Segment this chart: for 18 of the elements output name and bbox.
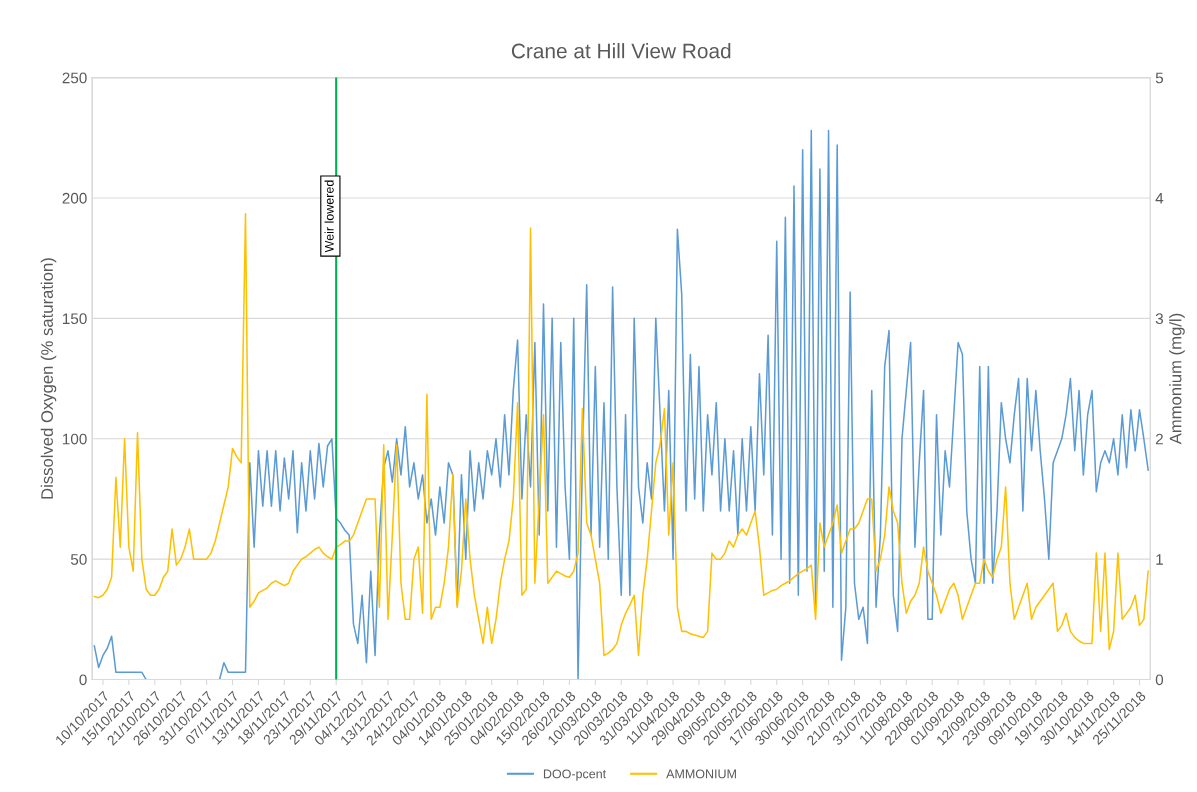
y-tick-label: 250 [62,72,87,84]
y-tick-label: 200 [62,192,87,204]
y2-axis-title: Ammonium (mg/l) [1169,313,1185,445]
y2-tick-label: 3 [1155,313,1163,325]
y-tick-label: 50 [70,554,87,565]
y2-tick-label: 1 [1156,554,1163,565]
y-tick-label: 0 [79,674,87,686]
y-axis-title: Dissolved Oxygen (% saturation) [40,258,57,499]
y-tick-label: 150 [62,313,87,325]
y2-tick-label: 5 [1155,72,1164,84]
chart-title: Crane at Hill View Road [511,43,731,59]
ref-line-label: Weir lowered [324,180,334,253]
y2-tick-label: 4 [1155,193,1164,204]
y-tick-label: 100 [62,433,87,445]
y2-tick-label: 0 [1155,674,1164,686]
legend-label: AMMONIUM [666,769,736,779]
legend-label: DOO-pcent [543,769,607,781]
y2-tick-label: 2 [1155,433,1163,445]
